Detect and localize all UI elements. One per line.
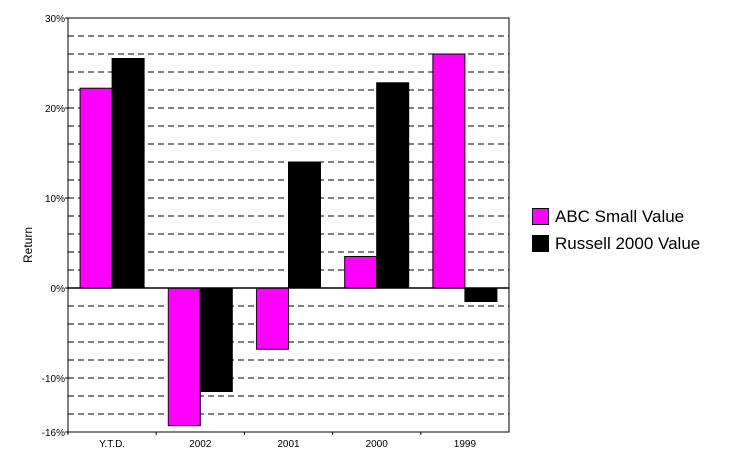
x-tick-label: 2001 <box>277 439 300 450</box>
axes <box>67 17 510 433</box>
x-tick-label: 2000 <box>366 439 389 450</box>
y-tick-label: 0% <box>51 284 66 295</box>
x-tick-labels: Y.T.D. 2002 2001 2000 1999 <box>67 432 477 450</box>
bar-series-2 <box>376 82 410 289</box>
legend-label-series-1: ABC Small Value <box>555 206 685 226</box>
x-tick-label: 2002 <box>189 439 212 450</box>
x-tick-label: 1999 <box>454 439 477 450</box>
legend: ABC Small Value Russell 2000 Value <box>532 203 700 257</box>
y-tick-label: 10% <box>45 194 65 205</box>
y-tick-label: 20% <box>45 104 65 115</box>
bar-series-2 <box>199 287 233 392</box>
legend-label-series-2: Russell 2000 Value <box>555 233 701 253</box>
legend-item-series-1: ABC Small Value <box>532 203 700 230</box>
y-tick-label: 30% <box>45 14 65 25</box>
legend-swatch-series-2 <box>532 235 549 252</box>
bar-series-1 <box>256 287 289 350</box>
bar-series-1 <box>432 53 466 289</box>
bars <box>79 53 498 427</box>
bar-series-2 <box>288 161 321 289</box>
bar-series-1 <box>79 87 113 289</box>
y-tick-label: -16% <box>42 428 65 439</box>
bar-series-1 <box>167 287 201 427</box>
plot-frame <box>67 17 510 433</box>
bar-series-1 <box>344 256 378 289</box>
y-tick-labels: 30% 20% 10% 0% -10% -16% <box>42 14 68 439</box>
y-axis-label: Return <box>21 227 35 263</box>
bar-series-2 <box>111 58 145 289</box>
y-tick-label: -10% <box>42 374 65 385</box>
x-tick-label: Y.T.D. <box>99 439 125 450</box>
legend-swatch-series-1 <box>532 208 549 225</box>
bar-series-2 <box>464 287 498 302</box>
legend-item-series-2: Russell 2000 Value <box>532 230 700 257</box>
